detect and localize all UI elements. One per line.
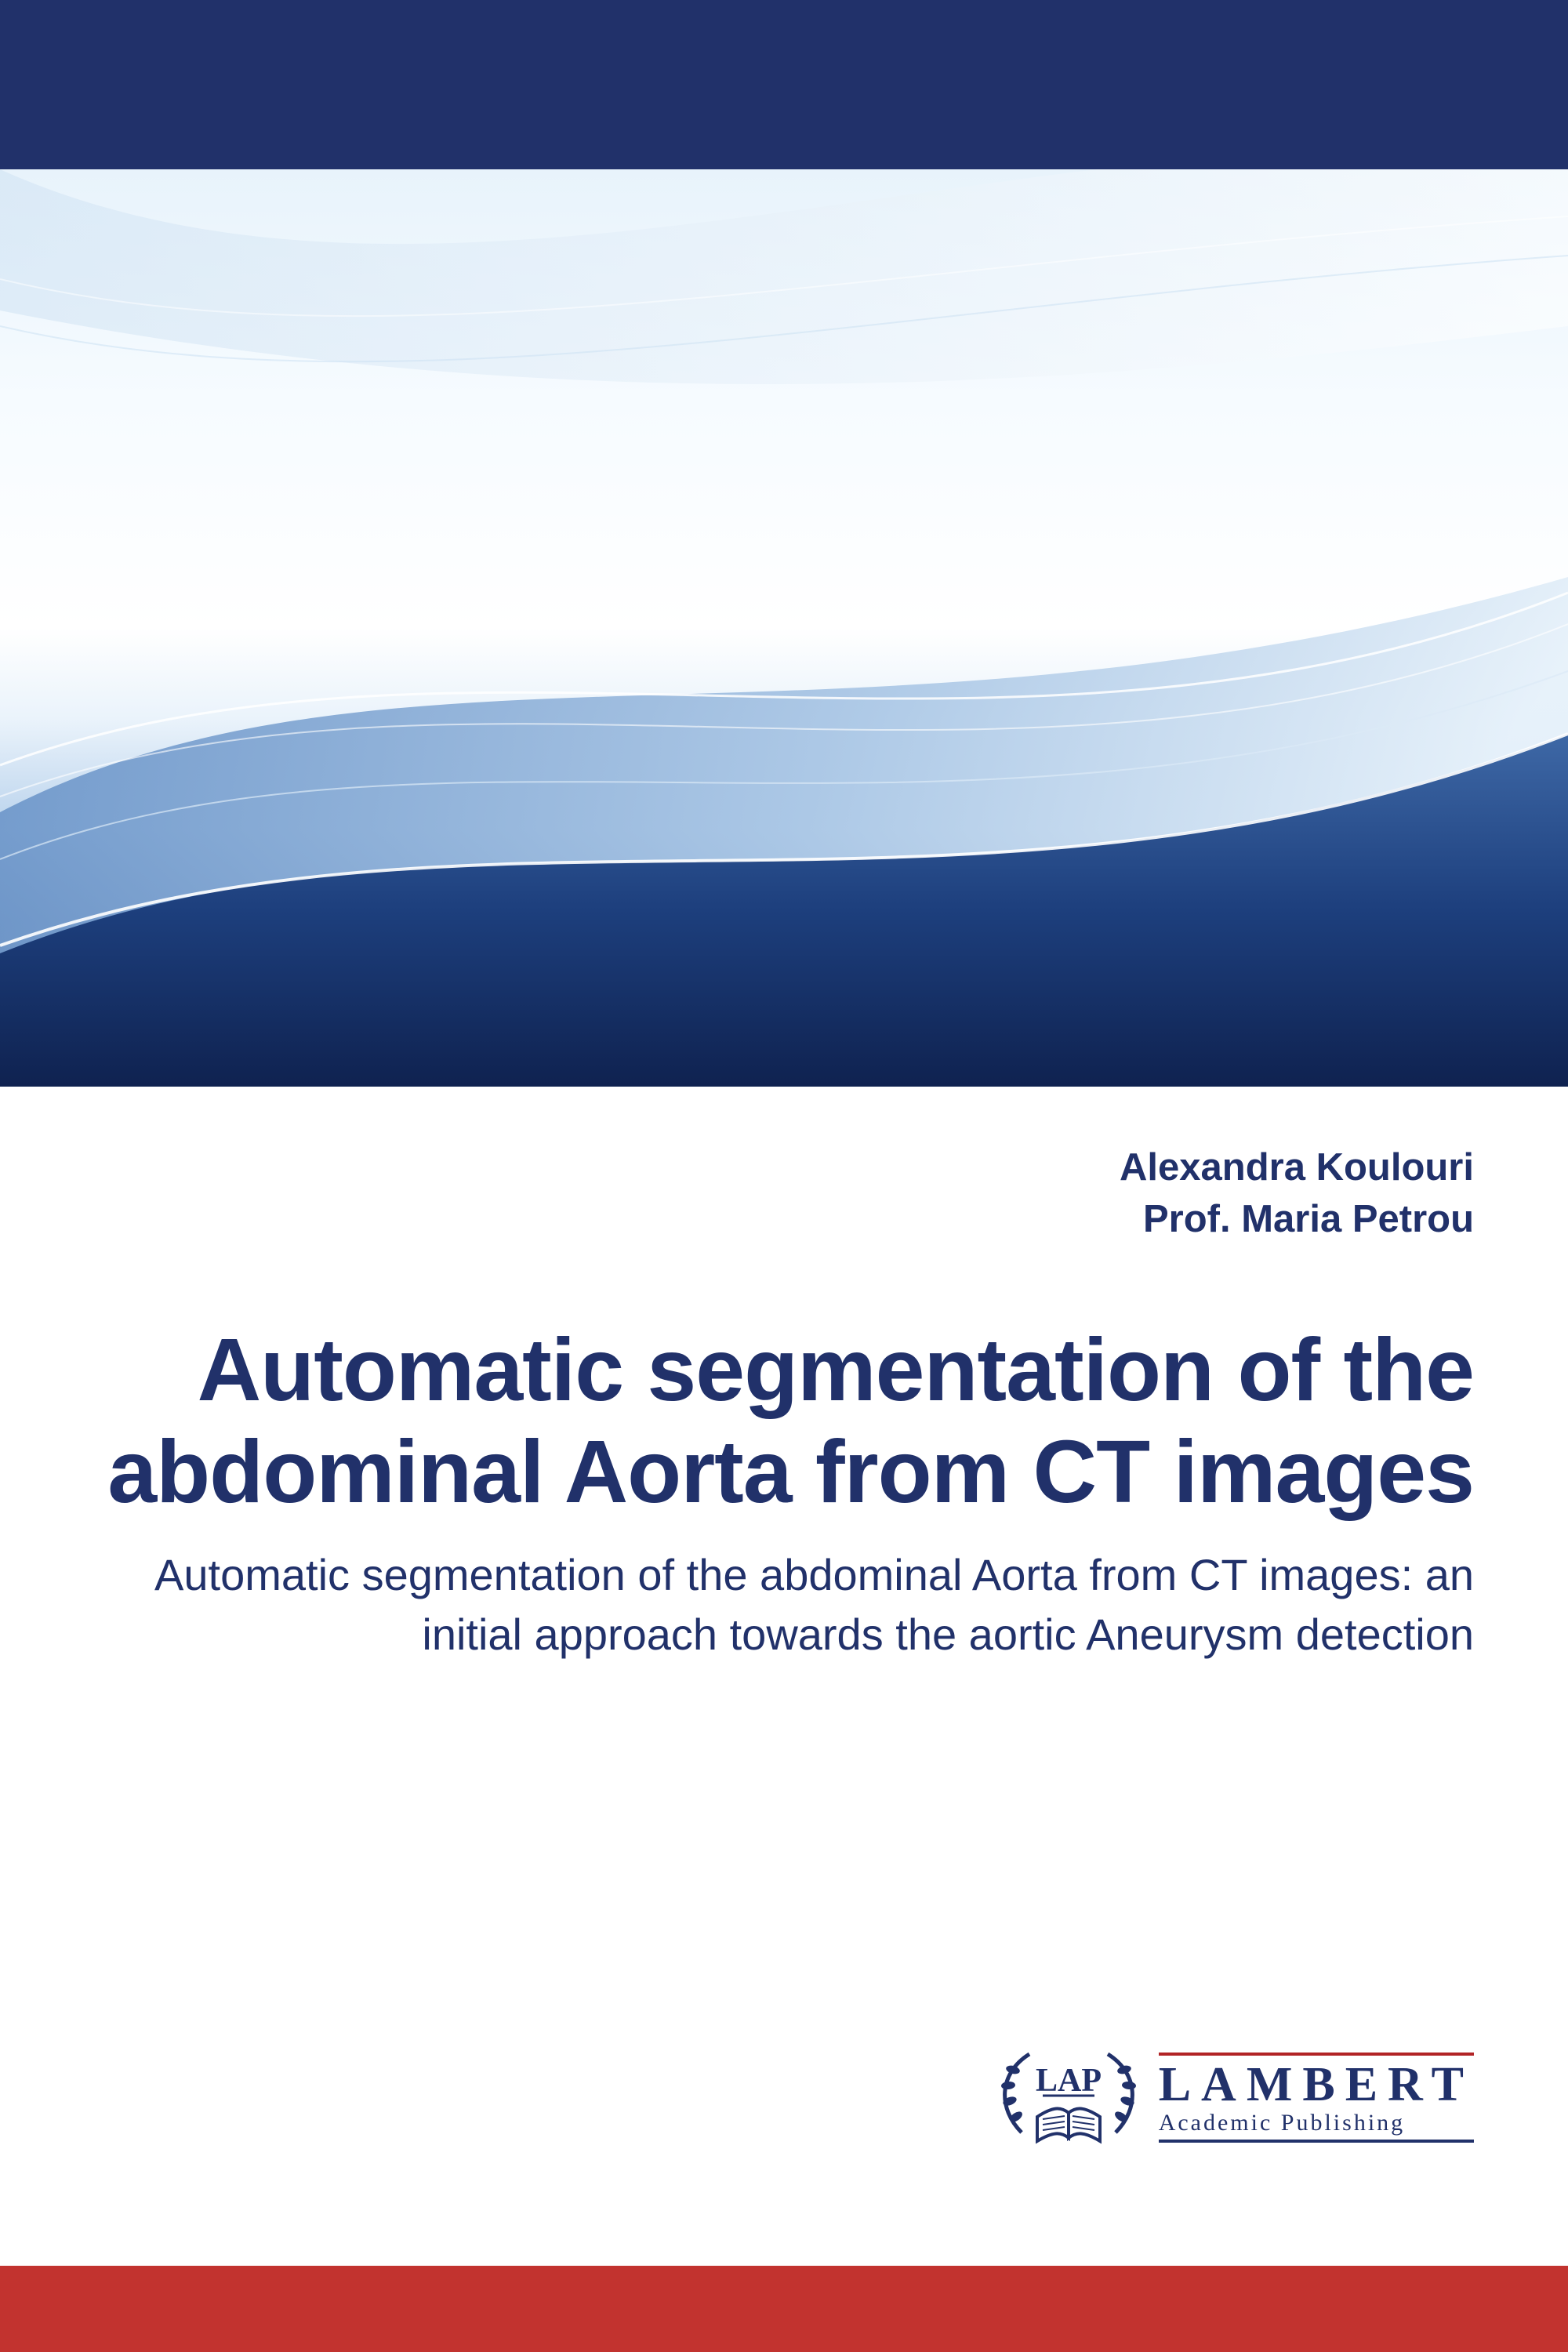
wave-svg (0, 169, 1568, 1087)
publisher-name: LAMBERT (1159, 2057, 1474, 2113)
subtitle: Automatic segmentation of the abdominal … (94, 1545, 1474, 1664)
publisher-rule-bottom (1159, 2140, 1474, 2143)
wave-graphic (0, 169, 1568, 1087)
book-cover: Alexandra Koulouri Prof. Maria Petrou Au… (0, 0, 1568, 2352)
publisher-abbrev: LAP (1036, 2063, 1102, 2099)
text-block: Alexandra Koulouri Prof. Maria Petrou Au… (0, 1087, 1568, 2352)
authors: Alexandra Koulouri Prof. Maria Petrou (1120, 1142, 1474, 1245)
publisher-text: LAMBERT Academic Publishing (1159, 2053, 1474, 2143)
top-band (0, 0, 1568, 169)
publisher-logo: LAP LAMBERT Academic Publishing (994, 2042, 1474, 2152)
bottom-band (0, 2266, 1568, 2352)
publisher-rule-top (1159, 2053, 1474, 2056)
publisher-tagline: Academic Publishing (1159, 2110, 1474, 2136)
publisher-emblem-icon: LAP (994, 2042, 1143, 2152)
author-line-1: Alexandra Koulouri (1120, 1142, 1474, 1193)
title: Automatic segmentation of the abdominal … (94, 1319, 1474, 1523)
author-line-2: Prof. Maria Petrou (1120, 1193, 1474, 1245)
